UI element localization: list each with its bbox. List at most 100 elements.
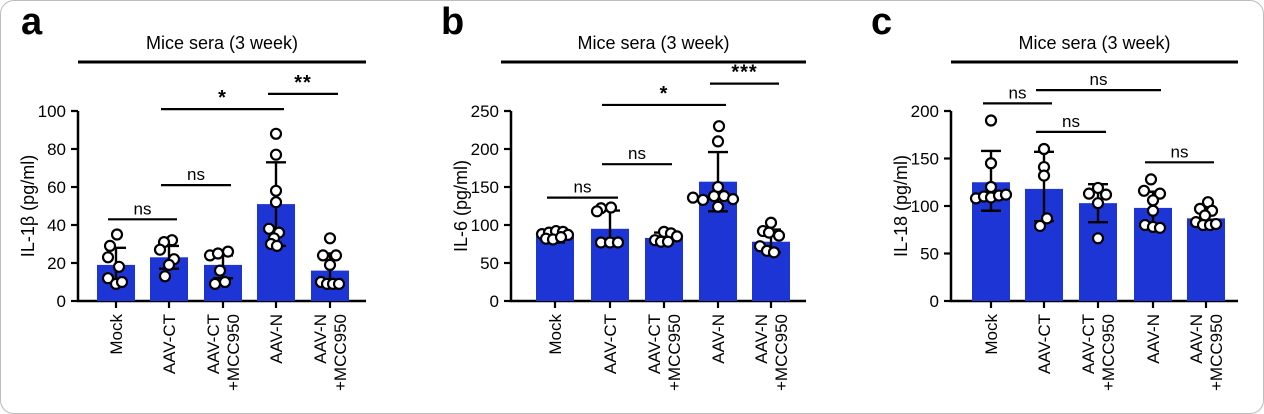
data-point — [1198, 209, 1212, 222]
data-point — [221, 245, 235, 258]
data-point — [767, 246, 781, 259]
data-point — [1153, 221, 1167, 234]
data-point — [762, 226, 776, 239]
x-category-label: +MCC950 — [1099, 314, 1118, 391]
x-category-label-group: AAV-N — [267, 314, 286, 364]
x-category-label: AAV-CT — [204, 314, 223, 374]
data-point — [1091, 197, 1105, 210]
data-point — [269, 148, 283, 161]
y-tick-label: 20 — [47, 254, 66, 273]
y-axis-label-group: IL-18 (pg/ml) — [891, 155, 911, 257]
y-axis-label: IL-6 (pg/ml) — [451, 160, 471, 252]
y-axis-label-group: IL-1β (pg/ml) — [18, 155, 38, 257]
data-point — [329, 249, 343, 262]
y-tick-label: 200 — [911, 102, 939, 121]
data-point — [101, 272, 115, 285]
data-point — [269, 196, 283, 209]
panel-title: Mice sera (3 week) — [577, 33, 729, 53]
panel-title: Mice sera (3 week) — [146, 33, 298, 53]
x-category-label-group: AAV-CT — [601, 314, 620, 374]
x-category-label: +MCC950 — [331, 314, 350, 391]
x-category-label: AAV-CT — [1079, 314, 1098, 374]
x-category-label-group: AAV-N — [752, 314, 771, 364]
data-point — [1037, 169, 1051, 182]
sig-label: *** — [731, 62, 757, 84]
data-point — [269, 127, 283, 140]
data-point — [984, 114, 998, 127]
data-point — [269, 184, 283, 197]
y-axis-label: IL-18 (pg/ml) — [891, 155, 911, 257]
data-point — [332, 277, 346, 290]
x-category-label-group: +MCC950 — [224, 314, 243, 391]
y-axis-label-group: IL-6 (pg/ml) — [451, 160, 471, 252]
x-category-label: Mock — [546, 314, 565, 355]
sig-label: ns — [187, 165, 205, 184]
data-point — [1082, 187, 1096, 200]
data-point — [712, 120, 726, 133]
data-point — [218, 275, 232, 289]
sig-label: ** — [294, 72, 312, 94]
data-point — [661, 235, 675, 248]
x-category-label-group: AAV-CT — [204, 314, 223, 374]
data-point — [162, 258, 176, 271]
data-point — [262, 222, 276, 235]
data-point — [711, 200, 725, 213]
x-category-label: AAV-N — [267, 314, 286, 364]
x-category-label: AAV-N — [752, 314, 771, 364]
data-point — [590, 205, 604, 218]
panel-c: c Mice sera (3 week) 0 50 100 150 200 IL-18 (p… — [851, 1, 1263, 413]
data-point — [1144, 173, 1158, 186]
data-point — [726, 193, 740, 206]
bar — [536, 236, 574, 301]
data-point — [1209, 217, 1223, 231]
x-category-label-group: +MCC950 — [331, 314, 350, 391]
data-point — [112, 260, 126, 273]
data-point — [153, 243, 167, 256]
data-point — [1091, 232, 1105, 245]
y-tick-label: 0 — [930, 292, 939, 311]
x-category-label-group: +MCC950 — [665, 314, 684, 391]
data-point — [316, 249, 330, 262]
data-point — [1146, 194, 1160, 207]
x-category-label: AAV-N — [1144, 314, 1163, 364]
x-category-label-group: AAV-CT — [1079, 314, 1098, 374]
data-point — [696, 193, 710, 207]
y-tick-label: 0 — [57, 292, 66, 311]
data-point — [999, 188, 1013, 201]
x-category-label-group: AAV-N — [1144, 314, 1163, 364]
y-tick-label: 0 — [490, 292, 499, 311]
y-tick-label: 150 — [471, 178, 499, 197]
data-point — [158, 270, 172, 283]
x-category-label-group: AAV-N — [709, 314, 728, 364]
data-point — [323, 232, 337, 245]
x-category-label-group: +MCC950 — [1099, 314, 1118, 391]
data-point — [611, 236, 625, 249]
sig-label: ns — [574, 178, 592, 197]
data-point — [1137, 184, 1151, 197]
y-tick-label: 50 — [920, 245, 939, 264]
data-point — [984, 180, 998, 194]
y-tick-label: 100 — [471, 216, 499, 235]
y-tick-label: 150 — [911, 150, 939, 169]
data-point — [213, 264, 227, 277]
sig-label: * — [660, 83, 669, 105]
x-category-label-group: AAV-N — [1187, 314, 1206, 364]
data-point — [1146, 204, 1160, 217]
sig-label: ns — [1062, 112, 1080, 131]
panel-title: Mice sera (3 week) — [1018, 33, 1170, 53]
data-point — [764, 216, 778, 229]
sig-label: * — [218, 87, 227, 109]
chart-il6: Mice sera (3 week) 0 50 100 150 200 250 IL-6 (p… — [451, 33, 806, 391]
x-category-label-group: Mock — [546, 314, 565, 355]
data-point — [103, 239, 117, 252]
x-category-label-group: +MCC950 — [772, 314, 791, 391]
x-category-label-group: AAV-N — [311, 314, 330, 364]
sig-label: ns — [1171, 142, 1189, 161]
data-point — [686, 191, 700, 204]
x-category-label-group: AAV-CT — [645, 314, 664, 374]
x-category-label-group: +MCC950 — [1207, 314, 1226, 391]
y-tick-label: 50 — [480, 254, 499, 273]
x-category-label: +MCC950 — [665, 314, 684, 391]
y-axis-label: IL-1β (pg/ml) — [18, 155, 38, 257]
